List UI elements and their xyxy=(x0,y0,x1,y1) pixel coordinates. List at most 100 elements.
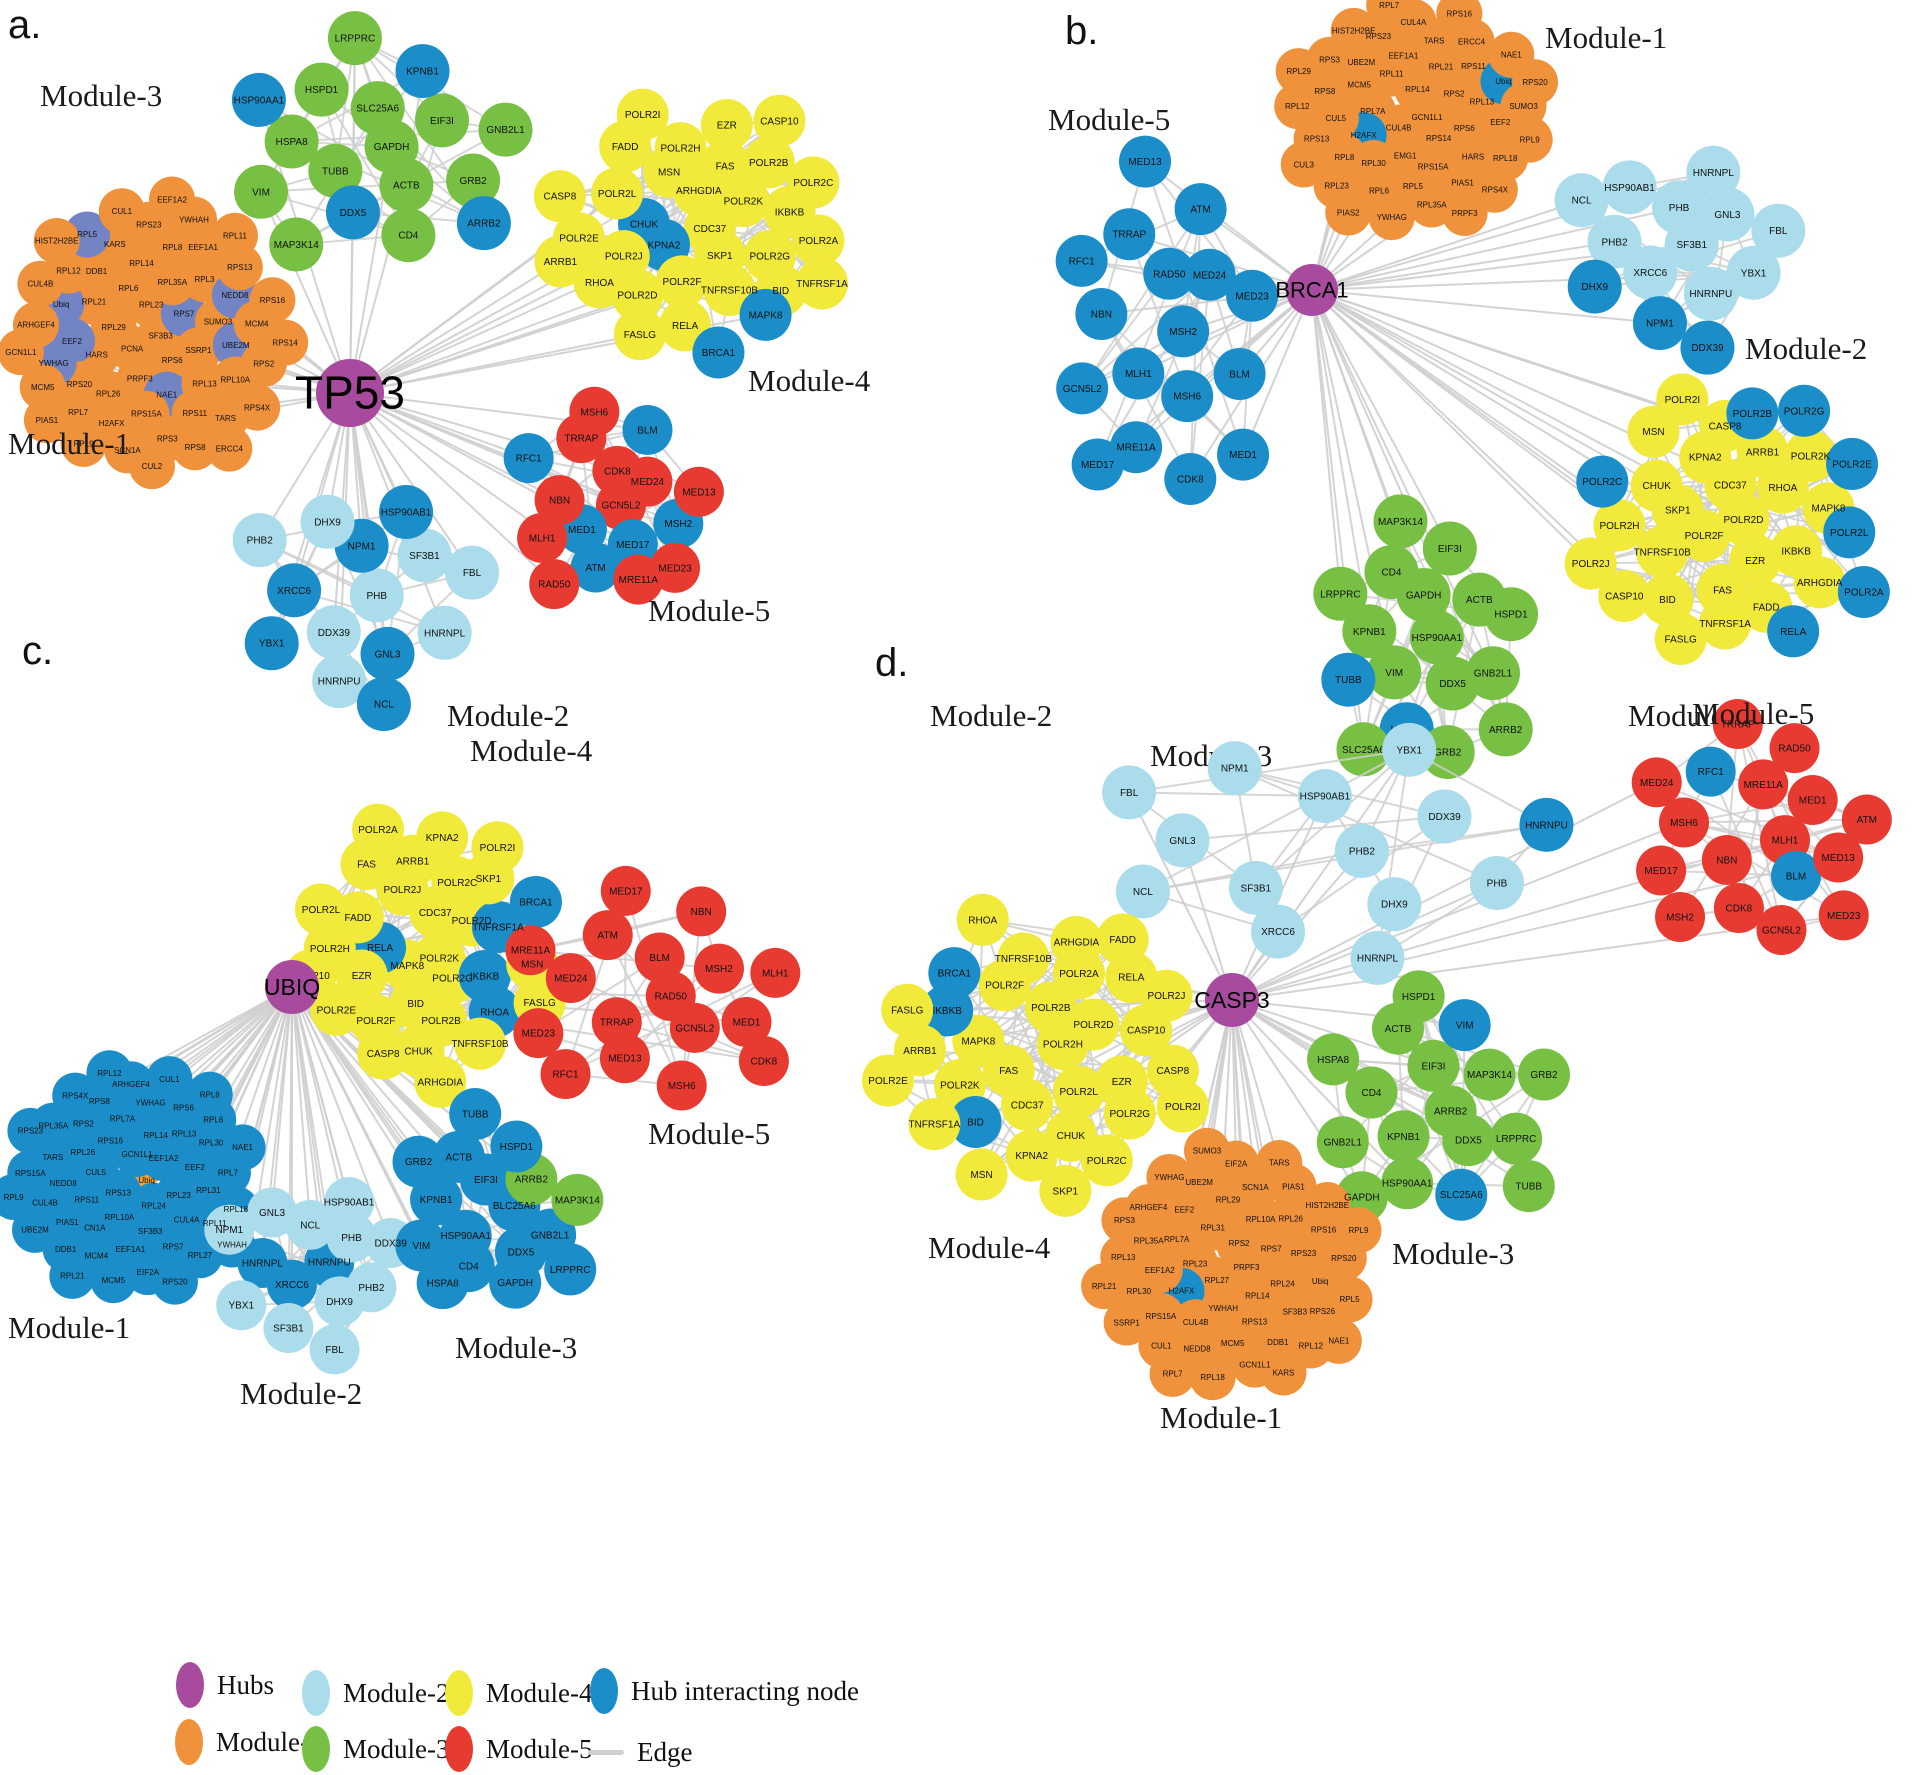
node-ACTB xyxy=(432,1130,485,1183)
node-XRCC6 xyxy=(1623,245,1678,300)
node-TUBB xyxy=(449,1087,502,1140)
node-label: POLR2D xyxy=(617,291,657,302)
node-TNFRSF1A xyxy=(1699,597,1752,650)
node-RFC1 xyxy=(503,433,554,484)
node-KPNB1 xyxy=(1342,604,1397,659)
node-label: MED24 xyxy=(631,477,665,488)
node-label: POLR2G xyxy=(1110,1109,1151,1120)
node-PIAS1 xyxy=(23,397,70,444)
node-MED17 xyxy=(1071,438,1124,491)
node-label: UBE2M xyxy=(222,341,250,350)
node-label: RPS2 xyxy=(1229,1239,1250,1248)
node-label: RPL11 xyxy=(223,232,247,241)
node-label: YWHAG xyxy=(38,359,68,368)
node-label: HNRNPL xyxy=(424,628,466,639)
module-label-module-3: Module-3 xyxy=(40,78,162,113)
node-label: RPL7A xyxy=(1360,107,1386,116)
hub-label: BRCA1 xyxy=(1275,277,1348,302)
node-SF3B1 xyxy=(1228,860,1283,915)
node-label: NBN xyxy=(691,907,712,918)
node-label: CASP8 xyxy=(544,192,577,203)
node-label: SF3B1 xyxy=(1676,240,1707,251)
node-label: RPL6 xyxy=(118,284,139,293)
node-DDX39 xyxy=(1417,789,1472,844)
node-label: PHB2 xyxy=(358,1283,385,1294)
node-label: DDX5 xyxy=(1455,1136,1482,1147)
node-LRPPRC xyxy=(544,1243,597,1296)
node-label: TRRAP xyxy=(564,434,598,445)
node-label: CUL3 xyxy=(1294,160,1315,169)
node-NPM1 xyxy=(1632,296,1687,351)
node-label: TARS xyxy=(43,1153,64,1162)
node-POLR2H xyxy=(654,122,707,175)
node-label: KPNB1 xyxy=(1353,627,1386,638)
node-label: GNB2L1 xyxy=(1474,669,1513,680)
node-label: POLR2E xyxy=(868,1076,908,1087)
node-label: GCN1L1 xyxy=(5,348,37,357)
node-label: RPL21 xyxy=(82,298,107,307)
node-label: RPL21 xyxy=(1429,63,1454,72)
node-MED13 xyxy=(1119,135,1172,188)
node-label: VIM xyxy=(1385,668,1403,679)
node-label: RPL30 xyxy=(1361,159,1386,168)
node-MSH2 xyxy=(693,943,744,994)
node-label: RPS3 xyxy=(1319,56,1340,65)
node-label: RPL6 xyxy=(1369,187,1390,196)
node-CUL3 xyxy=(1280,141,1327,188)
node-label: EEF1A2 xyxy=(149,1154,179,1163)
node-label: YWHAH xyxy=(179,215,209,224)
node-EIF3I xyxy=(1422,521,1477,576)
node-MSH6 xyxy=(1161,370,1214,423)
node-label: POLR2G xyxy=(432,974,473,985)
node-MED13 xyxy=(599,1033,650,1084)
node-label: RPL9 xyxy=(74,440,95,449)
node-label: CDK8 xyxy=(604,466,631,477)
node-label: POLR2L xyxy=(1059,1087,1098,1098)
node-BRCA1 xyxy=(692,326,745,379)
node-label: RPS13 xyxy=(1242,1317,1268,1326)
panel-letter: b. xyxy=(1065,9,1098,53)
node-label: ERCC4 xyxy=(216,444,244,453)
nodes-layer xyxy=(0,803,801,1375)
node-FBL xyxy=(309,1324,360,1375)
node-NAE1 xyxy=(1315,1317,1362,1364)
node-label: MAPK8 xyxy=(961,1036,995,1047)
node-label: NAE1 xyxy=(232,1143,253,1152)
node-GCN5L2 xyxy=(1756,905,1807,956)
node-HNRNPL xyxy=(417,605,472,660)
node-POLR2K xyxy=(1784,429,1837,482)
node-label: PCNA xyxy=(121,345,144,354)
node-CDC37 xyxy=(1001,1078,1054,1131)
node-POLR2I xyxy=(616,88,669,141)
node-label: CUL4B xyxy=(28,280,54,289)
node-GCN1L1 xyxy=(0,329,44,376)
node-label: NEDD8 xyxy=(221,291,249,300)
node-label: RPL8 xyxy=(200,1090,221,1099)
node-label: MLH1 xyxy=(529,533,556,544)
node-MSH6 xyxy=(569,386,620,437)
node-label: RPL21 xyxy=(1092,1282,1117,1291)
node-label: CHUK xyxy=(630,220,659,231)
node-label: UBE2M xyxy=(1185,1178,1213,1187)
node-HNRNPL xyxy=(1686,145,1741,200)
node-label: POLR2A xyxy=(1844,588,1884,599)
node-label: BLM xyxy=(637,425,658,436)
node-label: GRB2 xyxy=(1434,748,1462,759)
node-PRPF3 xyxy=(1441,189,1488,236)
node-label: GRB2 xyxy=(459,176,487,187)
node-label: EIF3I xyxy=(1421,1061,1445,1072)
node-label: RPL29 xyxy=(1286,67,1311,76)
node-FAS xyxy=(699,140,752,193)
node-POLR2L xyxy=(1823,506,1876,559)
node-label: RPS8 xyxy=(1314,87,1335,96)
node-label: RPS14 xyxy=(272,338,298,347)
node-label: CUL5 xyxy=(1326,114,1347,123)
node-label: CUL4B xyxy=(1386,123,1412,132)
node-label: KPNA2 xyxy=(648,240,681,251)
node-label: RPL5 xyxy=(77,230,98,239)
module-2-swatch-icon xyxy=(302,1670,330,1716)
node-label: RPS2 xyxy=(253,360,274,369)
node-label: RPL26 xyxy=(1279,1214,1304,1223)
node-POLR2A xyxy=(792,214,845,267)
